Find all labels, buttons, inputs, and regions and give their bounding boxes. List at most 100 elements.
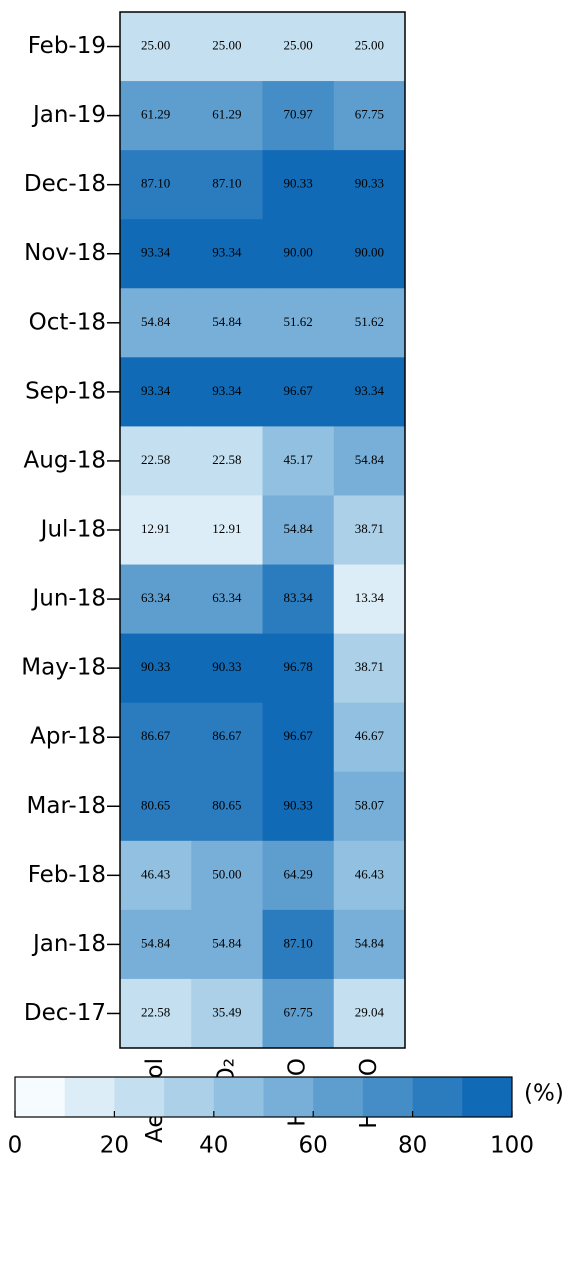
- cell-label: 54.84: [212, 314, 242, 329]
- heatmap-cell: [262, 150, 335, 220]
- row-label: Apr-18: [30, 724, 106, 750]
- heatmap-cell: [262, 633, 335, 704]
- cell-label: 70.97: [284, 107, 314, 122]
- cell-label: 83.34: [284, 590, 314, 605]
- cell-label: 96.78: [284, 659, 313, 674]
- heatmap-cell: [191, 12, 263, 82]
- cell-label: 80.65: [141, 797, 170, 812]
- heatmap-cell: [120, 288, 192, 358]
- heatmap-cell: [191, 909, 263, 980]
- cell-label: 86.67: [212, 728, 242, 743]
- cell-label: 61.29: [141, 107, 170, 122]
- colorbar-bin: [313, 1077, 364, 1117]
- heatmap-cell: [191, 357, 263, 427]
- row-label: Oct-18: [29, 309, 106, 335]
- heatmap-cell: [333, 564, 406, 635]
- row-label: Jun-18: [30, 586, 106, 612]
- cell-label: 22.58: [212, 452, 241, 467]
- heatmap-cell: [191, 702, 263, 773]
- heatmap-cell: [120, 150, 192, 220]
- colorbar-bin: [213, 1077, 264, 1117]
- heatmap-cell: [333, 357, 406, 427]
- cell-label: 13.34: [355, 590, 385, 605]
- colorbar-frame: [14, 1076, 513, 1118]
- colorbar-bin: [362, 1077, 413, 1117]
- cell-label: 93.34: [141, 383, 171, 398]
- heatmap-cell: [333, 81, 406, 151]
- cell-label: 90.33: [284, 176, 313, 191]
- heatmap-cell: [120, 840, 192, 911]
- cell-label: 38.71: [355, 521, 384, 536]
- heatmap-cell: [333, 288, 406, 358]
- heatmap-cell: [333, 219, 406, 289]
- heatmap-cell: [191, 978, 263, 1049]
- heatmap-cell: [191, 564, 263, 635]
- heatmap-cell: [262, 357, 335, 427]
- heatmap-cell: [262, 288, 335, 358]
- colorbar-tick-label: 20: [100, 1133, 129, 1159]
- cell-label: 63.34: [141, 590, 171, 605]
- cell-label: 58.07: [355, 797, 385, 812]
- heatmap-cell: [262, 840, 335, 911]
- cell-label: 90.33: [355, 176, 384, 191]
- heatmap-cell: [333, 426, 406, 496]
- colorbar-tick-label: 100: [490, 1133, 534, 1159]
- row-label: May-18: [21, 655, 106, 681]
- cell-label: 12.91: [141, 521, 170, 536]
- row-label: Feb-18: [28, 862, 106, 888]
- row-label: Jan-19: [31, 102, 106, 128]
- cell-label: 46.67: [355, 728, 385, 743]
- colorbar-bin: [263, 1077, 314, 1117]
- heatmap-cell: [120, 564, 192, 635]
- heatmap-cell: [191, 81, 263, 151]
- cell-label: 87.10: [141, 176, 170, 191]
- cell-label: 29.04: [355, 1004, 385, 1019]
- heatmap-cell: [191, 840, 263, 911]
- cell-label: 63.34: [212, 590, 242, 605]
- plot-frame: [119, 11, 406, 1049]
- colorbar-bin: [164, 1077, 215, 1117]
- heatmap-cell: [333, 771, 406, 842]
- heatmap-cell: [120, 219, 192, 289]
- cell-label: 64.29: [284, 866, 313, 881]
- row-label: Mar-18: [27, 793, 107, 819]
- heatmap-cell: [191, 771, 263, 842]
- cell-label: 96.67: [284, 383, 314, 398]
- row-label: Dec-17: [24, 1000, 106, 1026]
- heatmap-cell: [120, 81, 192, 151]
- cell-label: 93.34: [141, 245, 171, 260]
- colorbar-bin: [412, 1077, 463, 1117]
- heatmap-cell: [262, 81, 335, 151]
- heatmap-cell: [120, 495, 192, 566]
- colorbar-bin: [64, 1077, 115, 1117]
- heatmap-cell: [120, 426, 192, 496]
- cell-label: 54.84: [141, 314, 171, 329]
- heatmap-cell: [262, 219, 335, 289]
- cell-label: 46.43: [355, 866, 384, 881]
- heatmap-cell: [333, 978, 406, 1049]
- heatmap-cell: [191, 633, 263, 704]
- heatmap-cell: [120, 357, 192, 427]
- cell-label: 54.84: [355, 935, 385, 950]
- cell-label: 93.34: [212, 245, 242, 260]
- cell-label: 90.00: [284, 245, 313, 260]
- row-label: Aug-18: [24, 447, 106, 473]
- colorbar-tick-label: 0: [8, 1133, 23, 1159]
- cell-label: 80.65: [212, 797, 241, 812]
- heatmap-cell: [120, 633, 192, 704]
- cell-label: 22.58: [141, 1004, 170, 1019]
- cell-label: 87.10: [284, 935, 313, 950]
- cell-label: 54.84: [212, 935, 242, 950]
- cell-label: 87.10: [212, 176, 241, 191]
- heatmap-cell: [120, 702, 192, 773]
- heatmap-cell: [191, 288, 263, 358]
- cell-label: 90.00: [355, 245, 384, 260]
- heatmap-cell: [333, 633, 406, 704]
- row-label: Dec-18: [24, 171, 106, 197]
- cell-label: 46.43: [141, 866, 170, 881]
- row-label: Feb-19: [28, 33, 106, 59]
- cell-label: 93.34: [355, 383, 385, 398]
- cell-label: 54.84: [284, 521, 314, 536]
- heatmap-cell: [262, 702, 335, 773]
